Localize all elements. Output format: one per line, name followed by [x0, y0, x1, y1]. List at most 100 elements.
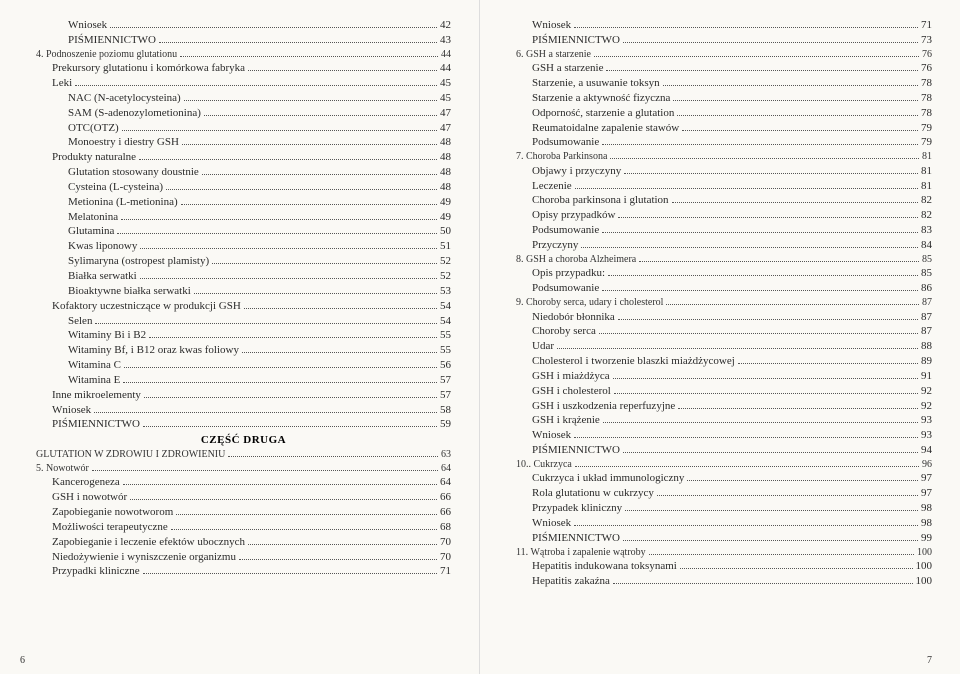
toc-leader-dots — [623, 540, 918, 541]
toc-label: Udar — [532, 339, 554, 354]
toc-leader-dots — [657, 495, 918, 496]
toc-leader-dots — [117, 233, 437, 234]
toc-entry: 7. Choroba Parkinsona81 — [516, 150, 932, 164]
toc-label: Opisy przypadków — [532, 208, 615, 223]
toc-label: GSH i uszkodzenia reperfuzyjne — [532, 399, 675, 414]
toc-label: PIŚMIENNICTWO — [68, 33, 156, 48]
toc-page-number: 82 — [921, 208, 932, 223]
toc-label: Cholesterol i tworzenie blaszki miażdżyc… — [532, 354, 735, 369]
toc-entry: Kofaktory uczestniczące w produkcji GSH5… — [36, 299, 451, 314]
toc-page-number: 48 — [440, 165, 451, 180]
toc-entry: Glutamina50 — [36, 224, 451, 239]
toc-label: Witamina E — [68, 373, 120, 388]
toc-leader-dots — [649, 554, 914, 555]
toc-label: Wniosek — [52, 403, 91, 418]
toc-leader-dots — [121, 219, 437, 220]
toc-leader-dots — [614, 393, 918, 394]
toc-page-number: 52 — [440, 269, 451, 284]
toc-page-number: 73 — [921, 33, 932, 48]
toc-entry: GSH i nowotwór66 — [36, 490, 451, 505]
toc-entry: Wniosek42 — [36, 18, 451, 33]
toc-label: Choroby serca — [532, 324, 596, 339]
toc-page-number: 57 — [440, 388, 451, 403]
toc-leader-dots — [140, 248, 437, 249]
toc-page-number: 55 — [440, 328, 451, 343]
toc-page-number: 83 — [921, 223, 932, 238]
toc-page-number: 85 — [921, 266, 932, 281]
toc-leader-dots — [228, 456, 438, 457]
toc-page-number: 78 — [921, 106, 932, 121]
toc-leader-dots — [202, 174, 437, 175]
toc-label: Hepatitis indukowana toksynami — [532, 559, 677, 574]
toc-page-number: 82 — [921, 193, 932, 208]
toc-label: Starzenie, a usuwanie toksyn — [532, 76, 660, 91]
toc-leader-dots — [618, 217, 918, 218]
toc-leader-dots — [623, 452, 918, 453]
toc-leader-dots — [144, 397, 437, 398]
toc-entry: Podsumowanie83 — [516, 223, 932, 238]
toc-entry: Wniosek93 — [516, 428, 932, 443]
toc-page-number: 79 — [921, 135, 932, 150]
toc-label: Podsumowanie — [532, 135, 599, 150]
toc-page-number: 54 — [440, 314, 451, 329]
toc-entry: Bioaktywne białka serwatki53 — [36, 284, 451, 299]
toc-page-number: 66 — [440, 505, 451, 520]
toc-label: GSH i krążenie — [532, 413, 600, 428]
toc-page-number: 70 — [440, 550, 451, 565]
toc-entry: PIŚMIENNICTWO59 — [36, 417, 451, 432]
toc-label: Niedożywienie i wyniszczenie organizmu — [52, 550, 236, 565]
toc-page-number: 81 — [922, 150, 932, 164]
toc-page-number: 76 — [922, 48, 932, 62]
toc-leader-dots — [75, 85, 437, 86]
toc-entry: Wniosek98 — [516, 516, 932, 531]
toc-leader-dots — [639, 261, 919, 262]
toc-page-number: 63 — [441, 448, 451, 462]
toc-left-page: Wniosek42PIŚMIENNICTWO434. Podnoszenie p… — [0, 0, 480, 674]
toc-page-number: 66 — [440, 490, 451, 505]
toc-label: Produkty naturalne — [52, 150, 136, 165]
toc-page-number: 100 — [917, 546, 932, 560]
toc-label: Możliwości terapeutyczne — [52, 520, 168, 535]
toc-page-number: 56 — [440, 358, 451, 373]
toc-leader-dots — [124, 367, 437, 368]
toc-entry: 11. Wątroba i zapalenie wątroby 100 — [516, 546, 932, 560]
toc-entry: Reumatoidalne zapalenie stawów79 — [516, 121, 932, 136]
toc-leader-dots — [574, 525, 918, 526]
toc-entry: 9. Choroby serca, udary i cholesterol87 — [516, 296, 932, 310]
toc-page-number: 87 — [922, 296, 932, 310]
toc-page-number: 76 — [921, 61, 932, 76]
toc-page-number: 98 — [921, 501, 932, 516]
toc-leader-dots — [680, 568, 913, 569]
toc-entry: Udar88 — [516, 339, 932, 354]
toc-label: SAM (S-adenozylometionina) — [68, 106, 201, 121]
toc-label: 11. Wątroba i zapalenie wątroby — [516, 546, 646, 560]
toc-entry: Metionina (L-metionina)49 — [36, 195, 451, 210]
toc-label: Sylimaryna (ostropest plamisty) — [68, 254, 209, 269]
toc-page-number: 81 — [921, 164, 932, 179]
toc-entry: Cukrzyca i układ immunologiczny97 — [516, 471, 932, 486]
toc-page-number: 71 — [921, 18, 932, 33]
toc-entry: Opis przypadku:85 — [516, 266, 932, 281]
toc-page-number: 97 — [921, 471, 932, 486]
toc-leader-dots — [159, 42, 437, 43]
toc-leader-dots — [110, 27, 437, 28]
toc-label: Zapobieganie nowotworom — [52, 505, 173, 520]
toc-entry: Choroby serca87 — [516, 324, 932, 339]
toc-label: 4. Podnoszenie poziomu glutationu — [36, 48, 177, 62]
toc-label: Melatonina — [68, 210, 118, 225]
toc-label: Metionina (L-metionina) — [68, 195, 178, 210]
toc-page-number: 71 — [440, 564, 451, 579]
toc-leader-dots — [677, 115, 918, 116]
toc-page-number: 99 — [921, 531, 932, 546]
toc-label: NAC (N-acetylocysteina) — [68, 91, 181, 106]
toc-label: Wniosek — [532, 428, 571, 443]
toc-leader-dots — [171, 529, 437, 530]
toc-entry: Witamina E57 — [36, 373, 451, 388]
toc-leader-dots — [123, 484, 437, 485]
toc-label: Przypadki kliniczne — [52, 564, 140, 579]
toc-leader-dots — [575, 466, 919, 467]
toc-entry: Objawy i przyczyny81 — [516, 164, 932, 179]
toc-entry: Witamina C56 — [36, 358, 451, 373]
toc-page-number: 45 — [440, 76, 451, 91]
toc-label: Glutation stosowany doustnie — [68, 165, 199, 180]
